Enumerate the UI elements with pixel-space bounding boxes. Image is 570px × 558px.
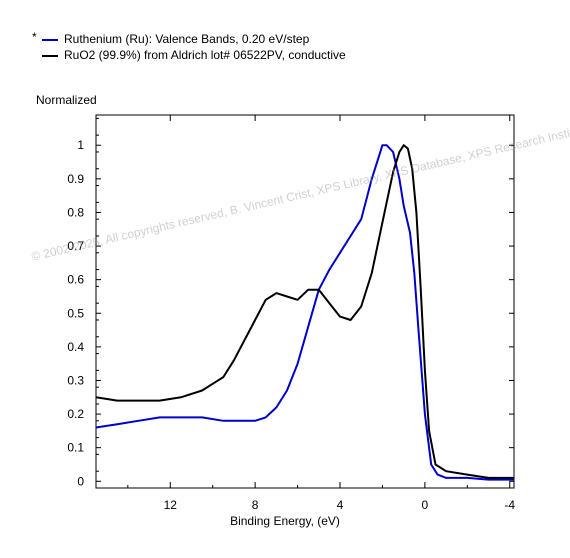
y-tick-label: 0.5 (67, 306, 84, 320)
plot-frame (95, 114, 515, 489)
y-tick-label: 0.8 (67, 205, 84, 219)
x-tick-label: 0 (422, 498, 429, 512)
legend-label-0: Ruthenium (Ru): Valence Bands, 0.20 eV/s… (64, 32, 310, 46)
y-tick-label: 0.1 (67, 441, 84, 455)
series-line-1 (95, 144, 514, 479)
x-tick-label: -4 (504, 498, 515, 512)
y-axis-label: Normalized (36, 93, 97, 107)
y-tick-label: 0.6 (67, 273, 84, 287)
y-tick-label: 0.2 (67, 407, 84, 421)
y-tick-label: 1 (77, 138, 84, 152)
legend-marker: * (32, 30, 37, 44)
x-tick-label: 12 (164, 498, 178, 512)
legend-entry-1: RuO2 (99.9%) from Aldrich lot# 06522PV, … (42, 48, 346, 62)
y-tick-label: 0.4 (67, 340, 84, 354)
y-tick-label: 0.9 (67, 172, 84, 186)
x-axis-label: Binding Energy, (eV) (230, 514, 340, 528)
x-tick-label: 4 (337, 498, 344, 512)
legend-swatch-0 (42, 38, 58, 41)
series-line-0 (95, 144, 514, 481)
y-tick-label: 0.3 (67, 373, 84, 387)
x-tick-label: 8 (252, 498, 259, 512)
y-tick-label: 0 (77, 474, 84, 488)
legend-label-1: RuO2 (99.9%) from Aldrich lot# 06522PV, … (64, 48, 346, 62)
legend-entry-0: Ruthenium (Ru): Valence Bands, 0.20 eV/s… (42, 32, 309, 46)
y-tick-label: 0.7 (67, 239, 84, 253)
legend-swatch-1 (42, 54, 58, 57)
